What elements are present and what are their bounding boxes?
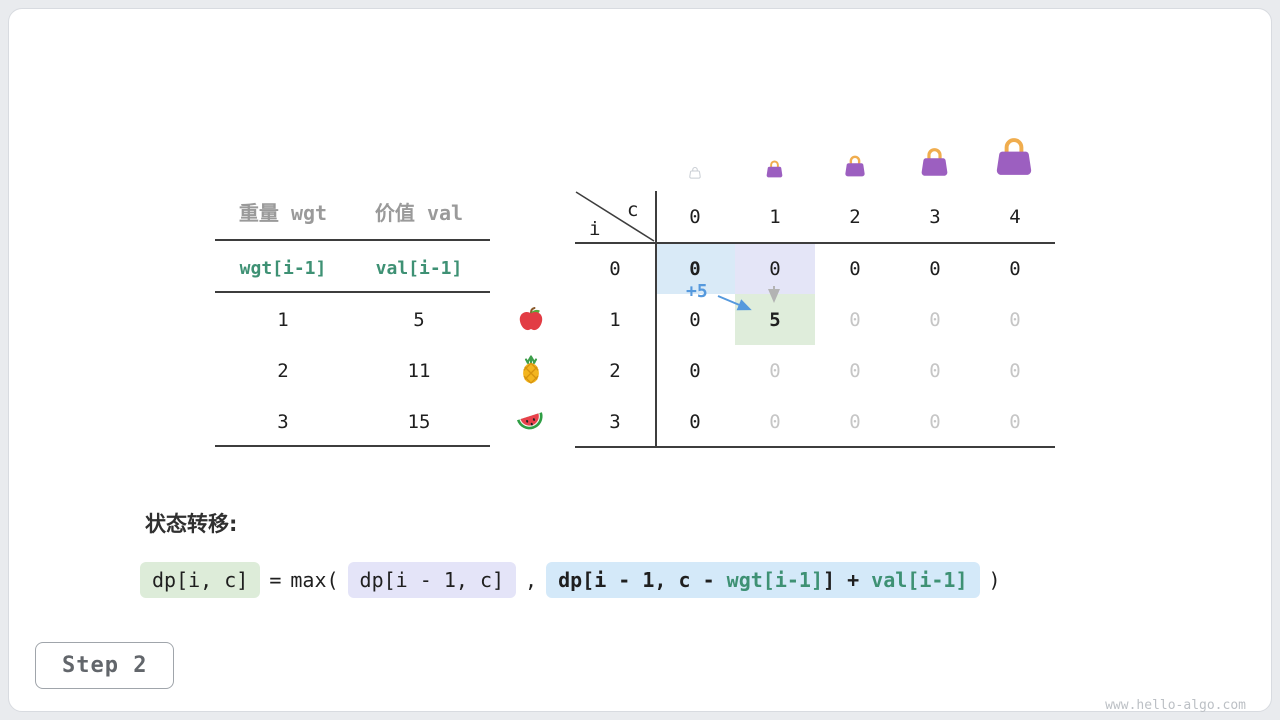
- dp-col-header: 4: [1009, 206, 1021, 228]
- items-index-val: val[i-1]: [375, 257, 463, 279]
- dp-col-header: 1: [769, 206, 781, 228]
- dp-row-label: 0: [609, 257, 621, 280]
- item-row-wgt: 2: [277, 360, 289, 382]
- item-row-val: 5: [413, 309, 425, 331]
- pineapple-icon: [516, 355, 546, 385]
- dp-col-headers: 0 1 2 3 4: [655, 191, 1055, 243]
- formula-lhs-chip: dp[i, c]: [140, 562, 261, 598]
- dp-col-header: 2: [849, 206, 861, 228]
- dp-cell-0-2: 0: [849, 257, 861, 280]
- dp-corner-row-label: i: [589, 218, 601, 240]
- formula-take-part2: ] +: [823, 568, 872, 592]
- bag-icon-empty: [688, 166, 702, 179]
- item-row-wgt: 3: [277, 411, 289, 433]
- dp-rule-bottom: [575, 446, 1055, 448]
- dp-cell-2-2: 0: [849, 359, 861, 382]
- dp-cell-3-4: 0: [1009, 410, 1021, 433]
- dp-cell-2-1: 0: [769, 359, 781, 382]
- dp-cell-2-0: 0: [689, 359, 701, 382]
- dp-rule-vertical: [655, 191, 657, 447]
- dp-col-header: 0: [689, 206, 701, 228]
- dp-cell-1-1: 5: [735, 294, 815, 345]
- watermark: www.hello-algo.com: [1105, 698, 1246, 713]
- formula-equals: =: [269, 568, 282, 592]
- dp-cell-0-4: 0: [1009, 257, 1021, 280]
- items-header-weight: 重量 wgt: [238, 200, 328, 225]
- formula-take-chip: dp[i - 1, c - wgt[i-1]] + val[i-1]: [546, 562, 980, 598]
- dp-cell-0-0: 0: [655, 243, 735, 294]
- dp-row-label: 2: [609, 359, 621, 382]
- dp-cell-1-3: 0: [929, 308, 941, 331]
- bag-icon: [842, 154, 868, 178]
- dp-cell-1-2: 0: [849, 308, 861, 331]
- dp-row-labels: 0 1 2 3: [575, 243, 655, 447]
- item-row-val: 11: [407, 360, 431, 382]
- dp-cell-3-2: 0: [849, 410, 861, 433]
- items-rule-top: [215, 239, 490, 241]
- formula-take-part1: dp[i - 1, c -: [558, 568, 727, 592]
- item-row-val: 15: [407, 411, 431, 433]
- watermelon-icon: [516, 406, 546, 436]
- bag-icon: [917, 146, 952, 178]
- transition-title: 状态转移:: [145, 512, 238, 536]
- formula-skip-chip: dp[i - 1, c]: [347, 562, 517, 598]
- dp-corner-col-label: c: [627, 199, 639, 221]
- dp-cell-3-1: 0: [769, 410, 781, 433]
- dp-rule-header: [575, 242, 1055, 244]
- dp-grid: 0 0 0 0 0 0 5 0 0 0 0 0 0 0 0 0 0 0 0 0: [655, 243, 1055, 447]
- step-badge: Step 2: [35, 642, 175, 689]
- apple-icon: [516, 304, 546, 334]
- plus-value-annotation: +5: [686, 281, 708, 302]
- dp-cell-2-4: 0: [1009, 359, 1021, 382]
- dp-row-label: 3: [609, 410, 621, 433]
- transition-formula: dp[i, c] = max( dp[i - 1, c] , dp[i - 1,…: [140, 558, 1001, 602]
- formula-close-paren: ): [988, 568, 1001, 592]
- dp-row-label: 1: [609, 308, 621, 331]
- items-rule-mid: [215, 291, 490, 293]
- dp-col-header: 3: [929, 206, 941, 228]
- item-row-wgt: 1: [277, 309, 289, 331]
- bag-icon: [764, 159, 785, 179]
- dp-cell-1-4: 0: [1009, 308, 1021, 331]
- dp-cell-3-0: 0: [689, 410, 701, 433]
- formula-max-open: max(: [290, 568, 339, 592]
- formula-take-val: val[i-1]: [871, 568, 968, 592]
- dp-cell-0-1: 0: [735, 243, 815, 294]
- items-rule-bottom: [215, 445, 490, 447]
- bag-icon: [991, 135, 1037, 178]
- dp-cell-2-3: 0: [929, 359, 941, 382]
- dp-cell-3-3: 0: [929, 410, 941, 433]
- dp-cell-0-3: 0: [929, 257, 941, 280]
- formula-take-wgt: wgt[i-1]: [726, 568, 823, 592]
- formula-comma: ,: [525, 568, 538, 592]
- items-header-value: 价值 val: [374, 200, 464, 225]
- items-index-wgt: wgt[i-1]: [239, 257, 327, 279]
- dp-cell-1-0: 0: [689, 308, 701, 331]
